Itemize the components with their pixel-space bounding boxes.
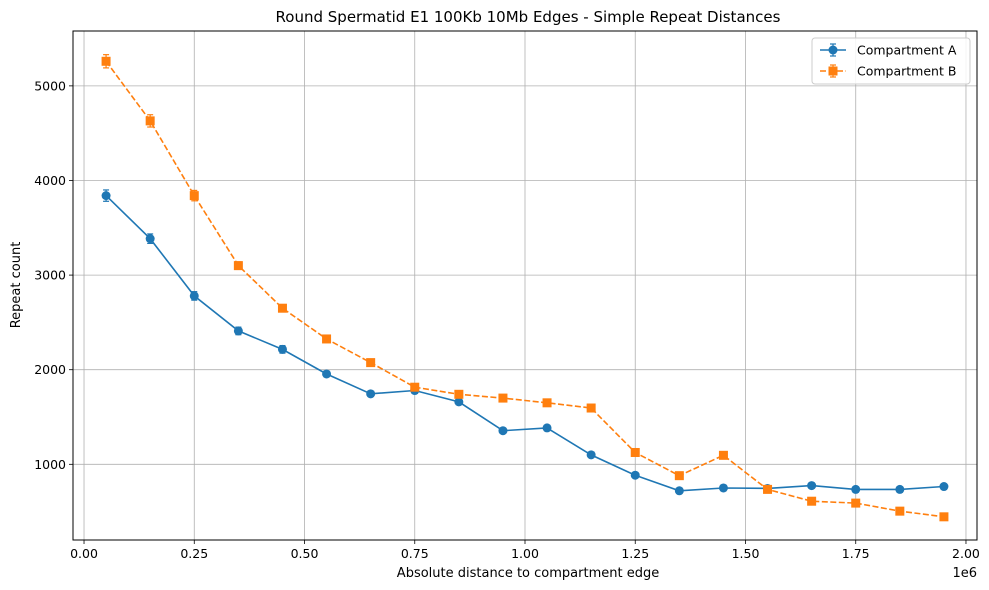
data-point [145,116,155,126]
data-point [454,397,464,407]
data-point [366,389,376,399]
data-point [939,482,949,492]
data-point [674,471,684,481]
x-tick-label: 1.75 [842,546,870,561]
x-tick-label: 0.50 [291,546,319,561]
data-point [322,334,332,344]
series-line [105,195,944,492]
data-point [498,393,508,403]
legend-marker [828,66,838,76]
data-point [542,398,552,408]
series-line [105,60,945,518]
data-point [101,191,111,201]
data-point [807,496,817,506]
x-tick-label: 0.00 [70,546,98,561]
data-point [189,291,199,301]
data-point [277,344,287,354]
legend: Compartment A Compartment B [811,37,971,85]
data-point [763,484,773,494]
series-2 [101,54,949,522]
data-point [145,234,155,244]
data-point [630,470,640,480]
legend-marker [828,45,838,55]
legend-item: Compartment A [820,43,957,58]
data-point [586,403,596,413]
data-point [498,426,508,436]
x-tick-label: 0.25 [180,546,208,561]
axis-ticks: 0.00 0.25 0.50 0.75 1.00 1.25 1.50 1.75 2.00 1000… [34,78,980,561]
y-tick-label: 3000 [34,268,66,283]
data-point [630,447,640,457]
data-point [410,382,420,392]
x-axis-offset-label: 1e6 [952,566,977,581]
grid-lines [73,31,977,540]
data-point [322,369,332,379]
data-point [807,481,817,491]
x-tick-label: 1.00 [511,546,539,561]
x-tick-label: 2.00 [952,546,980,561]
y-axis-label: Repeat count [9,242,24,329]
data-point [233,326,243,336]
data-point [674,486,684,496]
series-1 [101,189,949,496]
data-point [366,358,376,368]
data-point [939,512,949,522]
x-tick-label: 1.25 [621,546,649,561]
legend-box [811,37,971,85]
data-point [189,191,199,201]
data-point [101,56,111,66]
legend-item: Compartment B [820,64,956,79]
y-tick-label: 1000 [34,457,66,472]
data-point [895,506,905,516]
x-tick-label: 0.75 [401,546,429,561]
y-tick-label: 2000 [34,362,66,377]
data-point [718,450,728,460]
x-tick-label: 1.50 [732,546,760,561]
data-point [454,389,464,399]
data-point [542,423,552,433]
x-axis-label: Absolute distance to compartment edge [397,566,659,581]
data-point [277,303,287,313]
chart-title: Round Spermatid E1 100Kb 10Mb Edges - Si… [276,8,781,26]
data-point [586,450,596,460]
data-point [851,484,861,494]
y-tick-label: 5000 [34,78,66,93]
data-point [895,484,905,494]
legend-label: Compartment A [857,43,957,58]
data-point [718,483,728,493]
data-point [851,498,861,508]
plot-data [101,54,949,522]
data-point [233,261,243,271]
y-tick-label: 4000 [34,173,66,188]
legend-label: Compartment B [857,64,956,79]
